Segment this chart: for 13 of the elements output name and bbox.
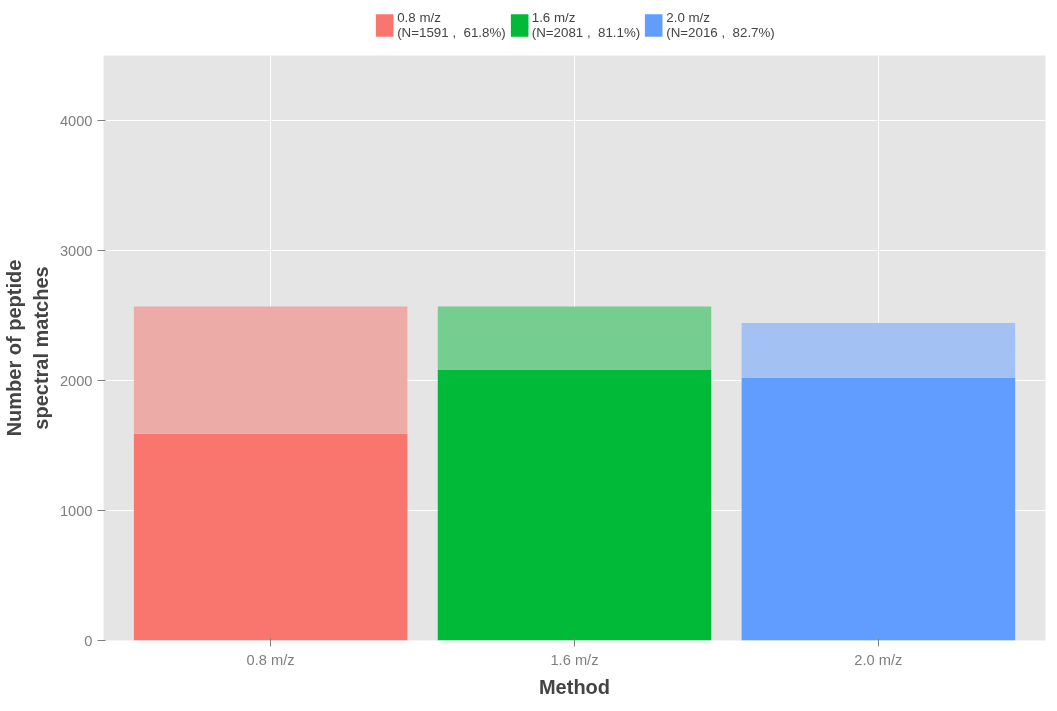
y-tick-label: 0 [84, 632, 93, 649]
legend-label: 2.0 m/z (N=2016 , 82.7%) [666, 10, 775, 40]
y-tick-label: 4000 [59, 112, 93, 129]
legend-label: 1.6 m/z (N=2081 , 81.1%) [531, 10, 641, 40]
y-axis-title: Number of peptide spectral matches [3, 259, 52, 437]
x-tick-label: 1.6 m/z [550, 651, 599, 668]
y-tick-label: 3000 [59, 242, 93, 259]
y-tick-label: 1000 [59, 502, 93, 519]
x-axis-title: Method [538, 675, 611, 698]
x-tick-label: 0.8 m/z [246, 651, 295, 668]
y-tick-label: 2000 [59, 372, 93, 389]
legend-label: 0.8 m/z (N=1591 , 61.8%) [397, 10, 506, 40]
x-tick-label: 2.0 m/z [854, 651, 903, 668]
